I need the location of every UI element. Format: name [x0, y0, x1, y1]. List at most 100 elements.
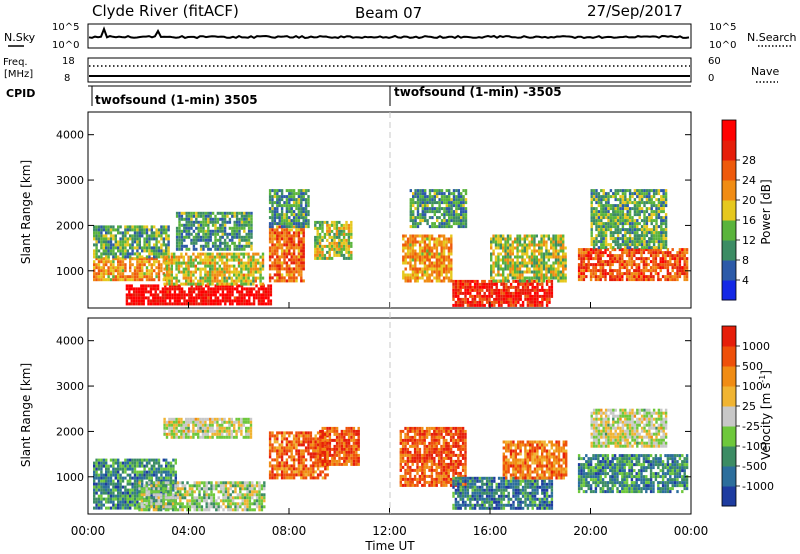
data-cell — [559, 249, 562, 253]
data-cell — [648, 213, 651, 217]
data-cell — [592, 246, 596, 250]
data-cell — [271, 189, 274, 193]
data-cell — [168, 299, 172, 303]
data-cell — [333, 247, 336, 251]
data-cell — [333, 223, 336, 227]
data-cell — [419, 192, 422, 196]
data-cell — [259, 267, 262, 271]
data-cell — [660, 222, 663, 226]
data-cell — [195, 217, 198, 221]
data-cell — [197, 261, 200, 265]
data-cell — [681, 254, 684, 258]
data-cell — [192, 302, 196, 306]
data-cell — [416, 201, 420, 205]
data-cell — [328, 244, 331, 248]
data-cell — [452, 279, 455, 283]
data-cell — [302, 258, 305, 262]
data-cell — [318, 238, 322, 242]
data-cell — [607, 222, 610, 226]
data-cell — [411, 249, 415, 253]
data-cell — [124, 231, 127, 235]
data-cell — [136, 494, 139, 498]
data-cell — [423, 240, 427, 244]
data-cell — [190, 296, 193, 300]
data-cell — [183, 296, 186, 300]
data-cell — [609, 260, 612, 264]
data-cell — [269, 302, 273, 306]
data-cell — [204, 214, 208, 218]
data-cell — [150, 231, 153, 235]
data-cell — [166, 287, 169, 291]
data-cell — [652, 243, 656, 247]
data-cell — [502, 258, 505, 262]
data-cell — [276, 204, 279, 208]
data-cell — [262, 293, 265, 297]
data-cell — [625, 251, 629, 255]
data-cell — [223, 211, 227, 215]
data-cell — [102, 266, 105, 270]
data-cell — [628, 269, 631, 273]
data-cell — [442, 243, 446, 247]
data-cell — [153, 234, 156, 238]
data-cell — [245, 241, 248, 245]
data-cell — [245, 238, 248, 242]
data-cell — [172, 479, 175, 483]
data-cell — [636, 213, 639, 217]
data-cell — [292, 225, 296, 229]
data-cell — [219, 244, 222, 248]
data-cell — [488, 288, 491, 292]
data-cell — [597, 228, 601, 232]
data-cell — [114, 269, 117, 273]
data-cell — [502, 297, 506, 301]
data-cell — [169, 476, 173, 480]
data-cell — [436, 195, 439, 199]
data-cell — [165, 249, 168, 253]
data-cell — [218, 252, 221, 256]
data-cell — [119, 252, 122, 256]
data-cell — [631, 207, 634, 211]
data-cell — [448, 222, 451, 226]
data-cell — [195, 302, 198, 306]
data-cell — [543, 294, 546, 298]
data-cell — [642, 272, 646, 276]
data-cell — [105, 240, 108, 244]
data-cell — [450, 201, 453, 205]
data-cell — [595, 219, 598, 223]
data-cell — [469, 294, 472, 298]
data-cell — [297, 192, 301, 196]
data-cell — [129, 461, 132, 465]
data-cell — [421, 234, 424, 238]
data-cell — [237, 273, 241, 277]
data-cell — [93, 473, 96, 477]
data-cell — [662, 222, 665, 226]
data-cell — [276, 240, 279, 244]
data-cell — [321, 235, 324, 239]
data-cell — [249, 279, 253, 283]
data-cell — [223, 229, 227, 233]
data-cell — [129, 491, 132, 495]
data-cell — [559, 279, 562, 283]
data-cell — [167, 479, 170, 483]
data-cell — [238, 229, 241, 233]
data-cell — [323, 253, 327, 257]
data-cell — [129, 275, 132, 279]
data-cell — [283, 276, 286, 280]
data-cell — [625, 266, 629, 270]
data-cell — [530, 243, 534, 247]
data-cell — [273, 264, 277, 268]
data-cell — [643, 246, 646, 250]
data-cell — [245, 282, 248, 286]
data-cell — [297, 213, 301, 217]
data-cell — [132, 302, 136, 306]
data-cell — [421, 195, 424, 199]
data-cell — [112, 228, 115, 232]
data-cell — [488, 291, 491, 295]
data-cell — [509, 294, 513, 298]
data-cell — [345, 247, 348, 251]
data-cell — [550, 291, 554, 295]
data-cell — [545, 270, 548, 274]
data-cell — [261, 261, 265, 265]
data-cell — [117, 266, 120, 270]
data-cell — [580, 278, 583, 282]
data-cell — [595, 237, 598, 241]
